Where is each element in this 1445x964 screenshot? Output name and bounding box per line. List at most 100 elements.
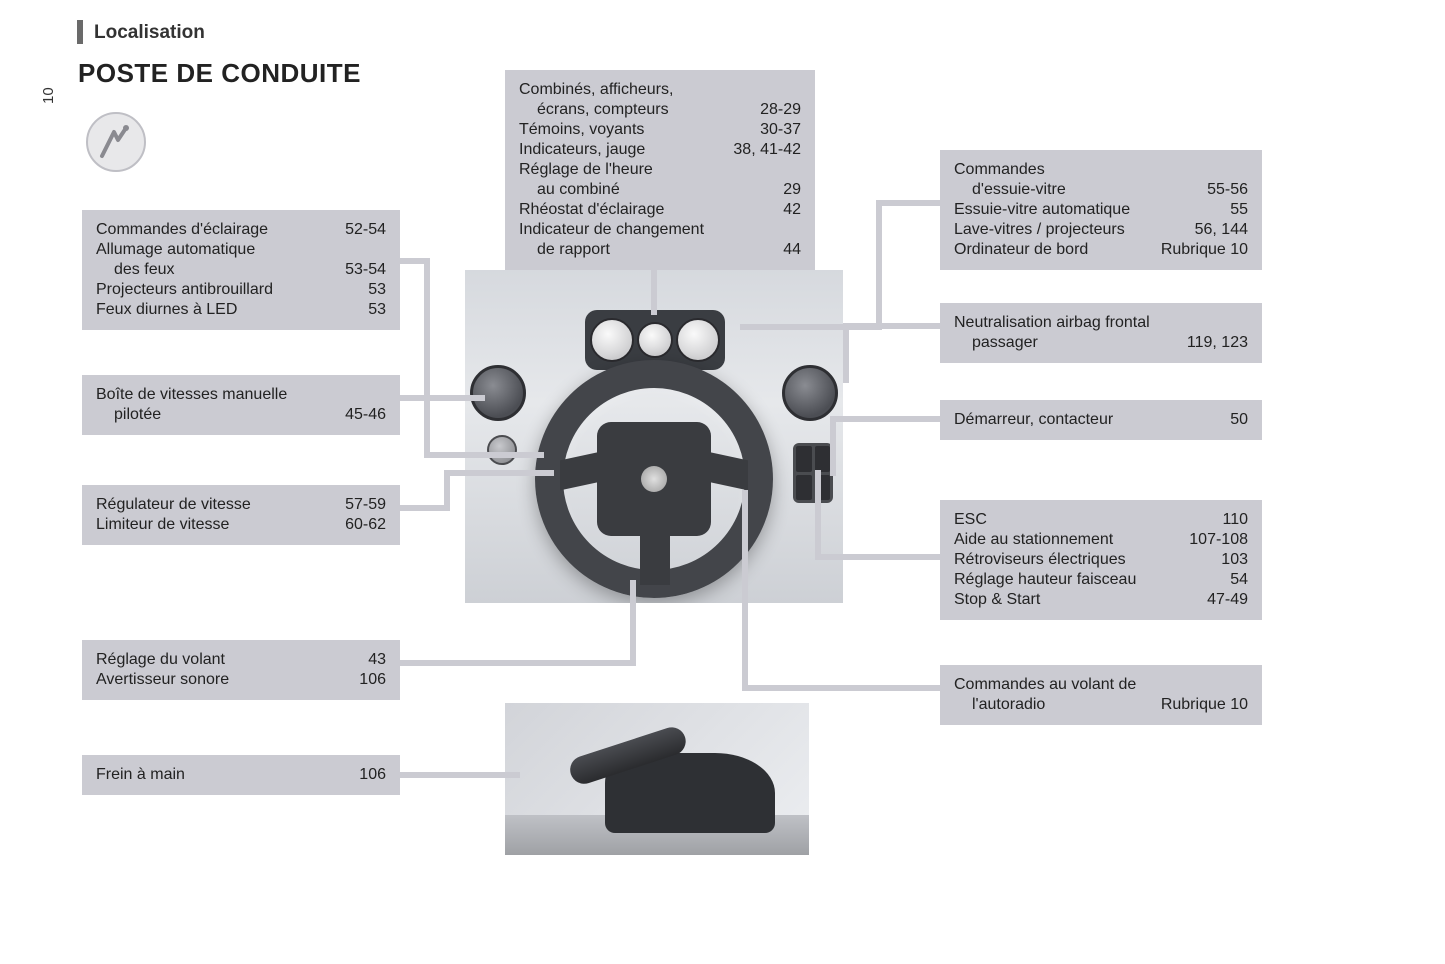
page-title: POSTE DE CONDUITE [78,58,361,89]
leader-line [876,200,940,206]
info-label: Projecteurs antibrouillard [96,280,348,300]
leader-line [843,323,940,329]
info-label: Témoins, voyants [519,120,740,140]
info-label: écrans, compteurs [519,100,740,120]
info-page: 50 [1230,410,1248,430]
info-row: Boîte de vitesses manuelle [96,385,386,405]
info-row: de rapport44 [519,240,801,260]
info-row: Aide au stationnement107-108 [954,530,1248,550]
info-row: Combinés, afficheurs, [519,80,801,100]
info-page: 106 [359,765,386,785]
info-page: Rubrique 10 [1161,240,1248,260]
info-page: 119, 123 [1187,333,1248,353]
info-label: Réglage du volant [96,650,348,670]
wheel-hub [597,422,711,536]
info-label: d'essuie-vitre [954,180,1187,200]
leader-line [742,685,940,691]
box-starter: Démarreur, contacteur 50 [940,400,1262,440]
brand-logo-icon [641,466,667,492]
leader-line [830,416,940,422]
info-label: pilotée [96,405,325,425]
info-page: 110 [1222,510,1248,530]
info-row: Stop & Start47-49 [954,590,1248,610]
button-panel [793,443,833,503]
info-label: Feux diurnes à LED [96,300,348,320]
info-label: Indicateurs, jauge [519,140,713,160]
info-row: Indicateurs, jauge 38, 41-42 [519,140,801,160]
box-handbrake: Frein à main 106 [82,755,400,795]
info-page: 28-29 [760,100,801,120]
leader-line [400,505,450,511]
info-label: Réglage hauteur faisceau [954,570,1210,590]
info-page: 42 [783,200,801,220]
info-row: Feux diurnes à LED 53 [96,300,386,320]
leader-line [400,660,636,666]
info-label: Ordinateur de bord [954,240,1141,260]
leader-line [630,580,636,666]
info-row: d'essuie-vitre 55-56 [954,180,1248,200]
leader-line [815,554,940,560]
leader-line [424,258,430,458]
handbrake-illustration [505,703,809,855]
info-label: Allumage automatique [96,240,366,260]
info-row: Essuie-vitre automatique 55 [954,200,1248,220]
info-label: Avertisseur sonore [96,670,339,690]
info-label: au combiné [519,180,763,200]
info-row: pilotée45-46 [96,405,386,425]
info-row: Rétroviseurs électriques103 [954,550,1248,570]
info-row: Réglage du volant 43 [96,650,386,670]
info-page: 30-37 [760,120,801,140]
info-page: 53 [368,300,386,320]
info-page: 38, 41-42 [733,140,801,160]
box-airbag-neutral: Neutralisation airbag frontalpassager 119… [940,303,1262,363]
info-row: Ordinateur de bord Rubrique 10 [954,240,1248,260]
info-label: Limiteur de vitesse [96,515,325,535]
info-label: Régulateur de vitesse [96,495,325,515]
info-row: Avertisseur sonore 106 [96,670,386,690]
info-page: 56, 144 [1195,220,1248,240]
info-label: Lave-vitres / projecteurs [954,220,1175,240]
info-row: ESC110 [954,510,1248,530]
info-row: Projecteurs antibrouillard53 [96,280,386,300]
box-esc-controls: ESC110Aide au stationnement107-108Rétrov… [940,500,1262,620]
info-row: écrans, compteurs 28-29 [519,100,801,120]
box-cruise-limiter: Régulateur de vitesse57-59Limiteur de vi… [82,485,400,545]
info-row: Lave-vitres / projecteurs 56, 144 [954,220,1248,240]
leader-line [444,470,450,511]
info-page: 60-62 [345,515,386,535]
info-page: 53-54 [345,260,386,280]
page-number: 10 [40,87,57,104]
leader-line [424,452,544,458]
info-page: 55-56 [1207,180,1248,200]
info-label: Rhéostat d'éclairage [519,200,763,220]
info-row: Commandes au volant de [954,675,1248,695]
section-bar [77,20,83,44]
info-label: Démarreur, contacteur [954,410,1210,430]
info-label: Indicateur de changement [519,220,781,240]
location-icon [86,112,146,172]
info-row: Commandes [954,160,1248,180]
ignition [487,435,517,465]
info-page: 106 [359,670,386,690]
info-row: Réglage de l'heure [519,160,801,180]
info-label: passager [954,333,1167,353]
info-row: au combiné 29 [519,180,801,200]
info-page: 47-49 [1207,590,1248,610]
box-instrument-cluster: Combinés, afficheurs,écrans, compteurs 28… [505,70,815,270]
info-label: Commandes d'éclairage [96,220,325,240]
info-label: Aide au stationnement [954,530,1169,550]
info-page: 55 [1230,200,1248,220]
info-page: 29 [783,180,801,200]
info-label: Commandes [954,160,1228,180]
info-row: Frein à main 106 [96,765,386,785]
info-label: l'autoradio [954,695,1141,715]
info-row: Allumage automatique [96,240,386,260]
info-row: Neutralisation airbag frontal [954,313,1248,333]
box-wiper-controls: Commandesd'essuie-vitre 55-56Essuie-vitre… [940,150,1262,270]
leader-line [400,395,485,401]
leader-line [815,470,821,560]
info-label: Frein à main [96,765,339,785]
info-label: Essuie-vitre automatique [954,200,1210,220]
info-row: Commandes d'éclairage52-54 [96,220,386,240]
info-page: 43 [368,650,386,670]
